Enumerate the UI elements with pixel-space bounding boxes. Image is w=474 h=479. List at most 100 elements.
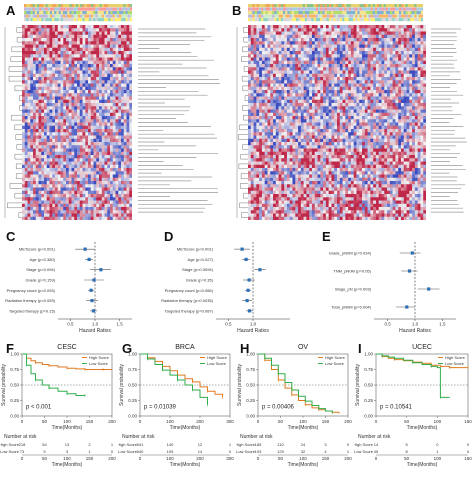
annotation-cell (72, 4, 74, 7)
heatmap-cell (373, 113, 376, 117)
heatmap-cell (33, 45, 36, 49)
heatmap-cell (77, 84, 80, 88)
heatmap-cell (129, 162, 132, 166)
heatmap-cell (107, 136, 110, 140)
annotation-cell (368, 11, 370, 14)
annotation-cell (82, 4, 84, 7)
heatmap-cell (33, 113, 36, 117)
heatmap-cell (74, 28, 77, 32)
heatmap-cell (22, 90, 25, 94)
heatmap-cell (334, 113, 337, 117)
heatmap-cell (63, 149, 66, 153)
heatmap-cell (121, 113, 124, 117)
heatmap-cell (99, 35, 102, 39)
heatmap-cell (343, 113, 346, 117)
heatmap-cell (318, 45, 321, 49)
annotation-cell (298, 4, 300, 7)
heatmap-cell (28, 38, 31, 42)
heatmap-cell (116, 41, 119, 45)
heatmap-cell (96, 129, 99, 133)
heatmap-cell (281, 74, 284, 78)
heatmap-cell (384, 41, 387, 45)
heatmap-cell (105, 48, 108, 52)
annotation-cell (80, 18, 82, 21)
heatmap-cell (356, 64, 359, 68)
annotation-cell (316, 15, 318, 18)
heatmap-cell (384, 51, 387, 55)
heatmap-cell (118, 93, 121, 97)
heatmap-cell (124, 139, 127, 143)
annotation-cell (329, 8, 331, 11)
heatmap-cell (418, 90, 421, 94)
heatmap-cell (107, 123, 110, 127)
heatmap-cell (30, 168, 33, 172)
heatmap-cell (279, 100, 282, 104)
heatmap-cell (33, 77, 36, 81)
heatmap-cell (47, 184, 50, 188)
heatmap-cell (276, 32, 279, 36)
heatmap-cell (44, 214, 47, 218)
heatmap-cell (401, 74, 404, 78)
heatmap-cell (407, 71, 410, 75)
heatmap-cell (85, 162, 88, 166)
heatmap-cell (41, 74, 44, 78)
heatmap-cell (284, 25, 287, 29)
heatmap-cell (44, 74, 47, 78)
heatmap-cell (393, 38, 396, 42)
heatmap-cell (407, 61, 410, 65)
heatmap-cell (77, 106, 80, 110)
annotation-cell (95, 18, 97, 21)
heatmap-cell (113, 116, 116, 120)
heatmap-cell (69, 113, 72, 117)
heatmap-cell (129, 175, 132, 179)
heatmap-cell (110, 129, 113, 133)
heatmap-cell (99, 38, 102, 42)
heatmap-cell (102, 48, 105, 52)
heatmap-cell (58, 97, 61, 101)
heatmap-cell (58, 197, 61, 201)
heatmap-cell (47, 32, 50, 36)
heatmap-cell (50, 145, 53, 149)
heatmap-cell (74, 201, 77, 205)
heatmap-cell (287, 71, 290, 75)
heatmap-cell (323, 41, 326, 45)
heatmap-cell (379, 74, 382, 78)
heatmap-cell (25, 103, 28, 107)
heatmap-cell (88, 149, 91, 153)
heatmap-cell (129, 194, 132, 198)
heatmap-cell (354, 93, 357, 97)
heatmap-cell (326, 106, 329, 110)
heatmap-cell (80, 194, 83, 198)
heatmap-cell (63, 113, 66, 117)
heatmap-cell (345, 51, 348, 55)
heatmap-cell (409, 77, 412, 81)
heatmap-cell (318, 35, 321, 39)
heatmap-cell (387, 87, 390, 91)
heatmap-cell (25, 32, 28, 36)
heatmap-cell (91, 132, 94, 136)
heatmap-cell (91, 61, 94, 65)
heatmap-cell (91, 136, 94, 140)
heatmap-cell (66, 184, 69, 188)
annotation-cell (419, 11, 421, 14)
heatmap-cell (36, 188, 39, 192)
heatmap-cell (72, 152, 75, 156)
heatmap-cell (83, 54, 86, 58)
heatmap-cell (312, 80, 315, 84)
heatmap-cell (254, 51, 257, 55)
annotation-cell (130, 15, 132, 18)
heatmap-cell (121, 41, 124, 45)
annotation-cell (266, 15, 268, 18)
heatmap-cell (259, 77, 262, 81)
heatmap-cell (22, 210, 25, 214)
heatmap-cell (94, 175, 97, 179)
heatmap-cell (423, 64, 426, 68)
heatmap-cell (94, 28, 97, 32)
heatmap-cell (390, 80, 393, 84)
heatmap-cell (61, 106, 64, 110)
heatmap-cell (387, 77, 390, 81)
heatmap-cell (262, 67, 265, 71)
heatmap-cell (279, 25, 282, 29)
heatmap-cell (365, 64, 368, 68)
heatmap-cell (66, 58, 69, 62)
